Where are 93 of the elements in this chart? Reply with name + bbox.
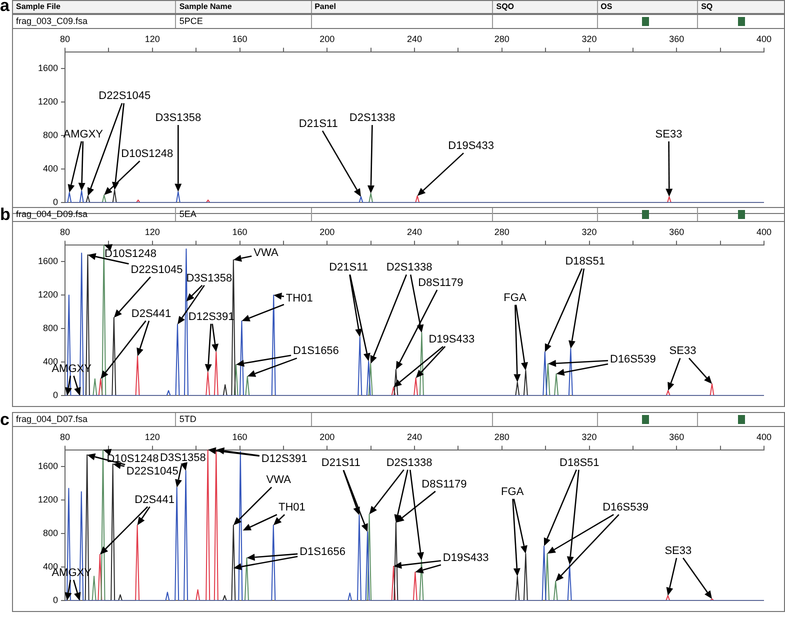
text: frag_004_D07.fsa xyxy=(15,413,89,426)
annotation: D1S1656 xyxy=(293,345,339,358)
annotation: TH01 xyxy=(278,502,306,514)
annotation: SE33 xyxy=(669,345,696,358)
annotation: D19S433 xyxy=(448,140,494,152)
y-tick-label: 1200 xyxy=(38,96,58,107)
y-tick-label: 400 xyxy=(42,164,58,174)
x-tick-label: 360 xyxy=(669,432,684,442)
annotation: SE33 xyxy=(655,128,682,140)
text: 5PCE xyxy=(175,15,311,28)
annotation: D10S1248 xyxy=(121,148,174,160)
text: Panel xyxy=(310,1,492,13)
y-tick-label: 800 xyxy=(42,130,58,140)
annotation: D21S11 xyxy=(329,262,368,274)
annotation: D22S1045 xyxy=(98,90,151,102)
y-tick-label: 0 xyxy=(52,197,58,208)
annotation: D21S11 xyxy=(321,457,360,470)
annotation: D3S1358 xyxy=(160,452,206,464)
annotation: D2S1338 xyxy=(386,262,432,274)
x-tick-label: 120 xyxy=(144,432,160,442)
annotation: VWA xyxy=(266,474,292,486)
annotation: D19S433 xyxy=(442,552,489,564)
text: 5EA xyxy=(175,208,311,221)
text: OS xyxy=(596,1,698,13)
text: Sample Name xyxy=(175,1,311,13)
annotation: D2S1338 xyxy=(349,112,396,124)
x-tick-label: 400 xyxy=(756,34,772,44)
x-tick-label: 360 xyxy=(669,34,684,44)
annotation: D10S1248 xyxy=(104,248,157,260)
x-tick-label: 80 xyxy=(60,226,70,237)
annotation: D22S1045 xyxy=(130,264,183,276)
annotation: D21S11 xyxy=(298,118,338,130)
annotation: D10S1248 xyxy=(106,453,159,466)
x-tick-label: 240 xyxy=(406,34,422,44)
text: SQO xyxy=(492,1,597,13)
annotation: D8S1179 xyxy=(422,478,467,490)
y-tick-label: 0 xyxy=(52,595,58,606)
annotation: TH01 xyxy=(286,292,313,305)
x-tick-label: 240 xyxy=(406,226,422,237)
text: 5TD xyxy=(175,413,311,426)
annotation: FGA xyxy=(501,486,524,498)
y-tick-label: 1600 xyxy=(38,461,58,472)
y-tick-label: 1600 xyxy=(38,256,58,266)
text: frag_004_D09.fsa xyxy=(15,208,89,221)
annotation: D3S1358 xyxy=(186,272,232,284)
x-tick-label: 400 xyxy=(756,226,772,237)
x-tick-label: 320 xyxy=(582,226,597,237)
annotation: D8S1179 xyxy=(418,276,464,289)
y-tick-label: 0 xyxy=(52,390,58,400)
annotation: D3S1358 xyxy=(155,112,202,124)
annotation: D22S1045 xyxy=(126,466,178,478)
x-tick-label: 120 xyxy=(144,34,160,44)
chart-title: c xyxy=(0,410,10,430)
x-tick-label: 80 xyxy=(60,34,70,44)
x-tick-label: 280 xyxy=(494,432,510,442)
annotation: VWA xyxy=(254,247,279,260)
annotation: D18S51 xyxy=(560,456,600,469)
x-tick-label: 280 xyxy=(494,226,510,237)
annotation: D12S391 xyxy=(261,453,308,466)
annotation: D19S433 xyxy=(428,334,475,346)
annotation: D2S441 xyxy=(131,308,172,320)
chart-title: a xyxy=(0,0,10,16)
x-tick-label: 160 xyxy=(232,432,248,442)
y-tick-label: 1600 xyxy=(38,63,58,74)
annotation: D16S539 xyxy=(610,353,656,366)
y-tick-label: 800 xyxy=(42,528,58,538)
annotation: D2S1338 xyxy=(386,456,432,469)
x-tick-label: 200 xyxy=(320,226,335,237)
annotation: D2S441 xyxy=(134,494,174,506)
x-tick-label: 360 xyxy=(669,226,684,237)
y-tick-label: 800 xyxy=(42,323,58,334)
x-tick-label: 320 xyxy=(582,34,597,44)
x-tick-label: 80 xyxy=(60,432,70,442)
y-tick-label: 1200 xyxy=(38,290,58,300)
annotation: SE33 xyxy=(664,545,692,558)
x-tick-label: 160 xyxy=(232,34,248,44)
x-tick-label: 200 xyxy=(320,34,335,44)
annotation: D1S1656 xyxy=(300,546,346,558)
x-tick-label: 160 xyxy=(232,226,248,237)
x-tick-label: 200 xyxy=(320,432,335,442)
x-tick-label: 120 xyxy=(144,226,160,237)
x-tick-label: 320 xyxy=(582,432,597,442)
text: frag_003_C09.fsa xyxy=(15,15,89,28)
annotation: FGA xyxy=(504,292,527,304)
x-tick-label: 400 xyxy=(756,432,772,442)
x-tick-label: 280 xyxy=(494,34,510,44)
text: SQ xyxy=(697,1,785,13)
annotation: D16S539 xyxy=(602,502,648,514)
annotation: D18S51 xyxy=(565,256,605,268)
chart-title: b xyxy=(0,205,10,225)
y-tick-label: 1200 xyxy=(38,494,58,505)
text: Sample File xyxy=(15,1,62,13)
x-tick-label: 240 xyxy=(406,432,422,442)
